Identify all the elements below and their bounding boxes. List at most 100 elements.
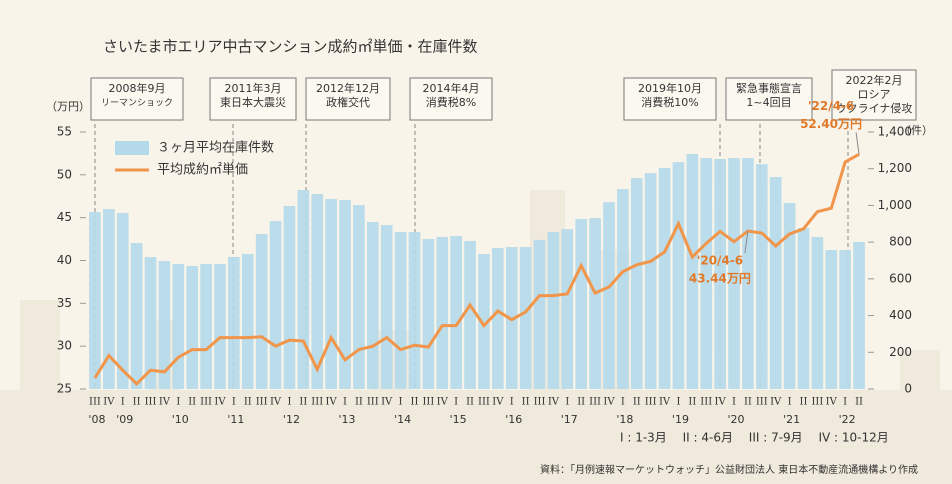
bar: [297, 190, 310, 389]
x-tick-label: II: [466, 397, 474, 408]
event-box: [725, 77, 813, 121]
bar: [366, 221, 379, 389]
year-label: '14: [394, 413, 411, 426]
y2-tick-label: 600: [889, 271, 912, 285]
y-tick-label: 35: [57, 296, 72, 310]
bar: [700, 158, 713, 389]
year-label: '08: [88, 413, 105, 426]
x-tick-label: IV: [492, 397, 504, 408]
legend-label: 平均成約㎡単価: [157, 162, 248, 178]
x-tick-label: II: [522, 397, 530, 408]
bar: [575, 219, 588, 389]
x-tick-label: I: [232, 397, 236, 408]
x-tick-label: III: [200, 397, 212, 408]
x-tick-label: I: [510, 397, 514, 408]
x-tick-label: II: [577, 397, 585, 408]
year-label: '22: [839, 413, 856, 426]
legend-swatch: [115, 141, 149, 155]
bar: [353, 205, 365, 389]
x-tick-label: III: [811, 397, 823, 408]
bar: [450, 236, 462, 389]
event-label: 東日本大震災: [220, 95, 286, 109]
bar: [394, 232, 407, 389]
bar: [228, 257, 240, 389]
bar: [839, 250, 851, 389]
x-tick-label: III: [534, 397, 546, 408]
year-label: '20: [728, 413, 745, 426]
x-tick-label: III: [256, 397, 268, 408]
x-tick-label: IV: [770, 397, 782, 408]
y-axis-unit: （万円）: [46, 100, 90, 113]
bar: [492, 248, 504, 389]
bar: [589, 218, 601, 389]
y-tick-label: 25: [57, 382, 72, 396]
event-label: 2012年12月: [316, 81, 380, 95]
event-box: [623, 77, 717, 121]
x-tick-label: I: [843, 397, 847, 408]
bar: [783, 203, 796, 389]
bar: [672, 162, 685, 389]
bar: [241, 254, 254, 389]
x-tick-label: I: [399, 397, 403, 408]
event-label: 2022年2月: [846, 73, 903, 87]
bar: [158, 261, 171, 389]
event-box: [209, 77, 297, 121]
y2-tick-label: 0: [904, 382, 912, 396]
x-tick-label: III: [145, 397, 157, 408]
bar: [561, 229, 574, 389]
bar: [380, 225, 393, 389]
annotation-date: '20/4-6: [697, 254, 743, 268]
y2-tick-label: 200: [889, 345, 912, 359]
bar: [519, 247, 532, 389]
bar: [533, 239, 546, 389]
bar: [436, 237, 449, 389]
event-label: 2014年4月: [423, 81, 480, 95]
x-tick-label: III: [311, 397, 323, 408]
bar: [644, 173, 657, 389]
event-label: ウクライナ侵攻: [836, 101, 913, 115]
y-tick-label: 50: [57, 167, 72, 181]
x-tick-label: I: [676, 397, 680, 408]
year-label: '17: [561, 413, 578, 426]
x-tick-label: II: [355, 397, 363, 408]
x-tick-label: III: [756, 397, 768, 408]
quarter-note: I : 1-3月 II : 4-6月 III : 7-9月 IV : 10-12…: [620, 431, 889, 445]
event-label: 2008年9月: [109, 81, 166, 95]
x-tick-label: I: [454, 397, 458, 408]
year-label: '18: [616, 413, 633, 426]
bar: [617, 189, 629, 389]
source-note: 資料：「月例速報マーケットウォッチ」公益財団法人 東日本不動産流通機構より作成: [540, 463, 918, 476]
x-tick-label: III: [589, 397, 601, 408]
event-label: 政権交代: [326, 95, 370, 109]
bar: [325, 199, 337, 389]
chart-title: さいたま市エリア中古マンション成約㎡単価・在庫件数: [103, 38, 478, 56]
bar: [116, 212, 129, 389]
y-tick-label: 40: [57, 253, 72, 267]
bar: [283, 205, 296, 389]
bar: [547, 232, 560, 389]
year-label: '15: [450, 413, 467, 426]
y2-tick-label: 400: [889, 308, 912, 322]
event-label: 消費税10%: [641, 95, 698, 109]
event-box: [90, 77, 184, 121]
bar: [797, 228, 810, 389]
bar: [769, 176, 782, 389]
bar: [339, 200, 351, 389]
y2-tick-label: 1,000: [878, 198, 912, 212]
x-tick-label: II: [800, 397, 808, 408]
year-label: '21: [783, 413, 800, 426]
y-tick-label: 45: [57, 210, 72, 224]
bar: [742, 158, 754, 389]
bar: [255, 234, 268, 389]
event-box: [409, 77, 493, 121]
y2-tick-label: 800: [889, 235, 912, 249]
x-tick-label: IV: [715, 397, 727, 408]
bar: [186, 266, 199, 389]
x-tick-label: III: [478, 397, 490, 408]
bar: [89, 212, 101, 389]
event-box: [305, 77, 391, 121]
event-label: ロシア: [858, 88, 891, 101]
value-label: 43.44万円: [689, 272, 751, 286]
event-label: 1~4回目: [746, 96, 791, 109]
